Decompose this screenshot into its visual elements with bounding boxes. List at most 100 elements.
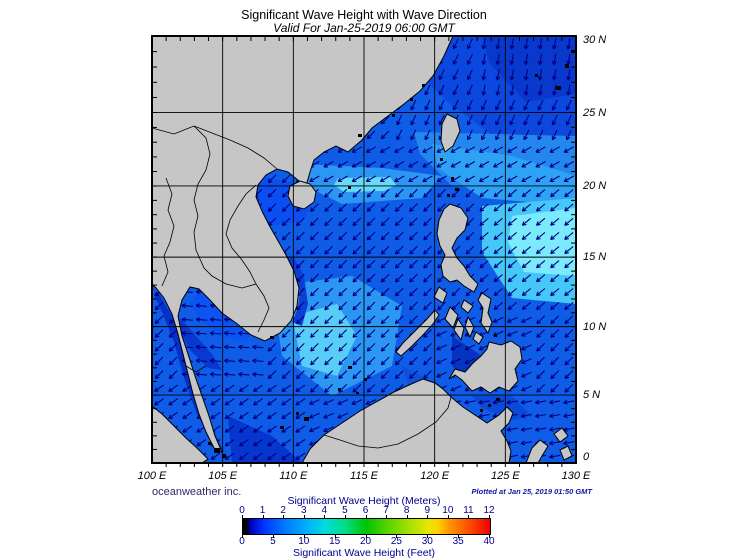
- wave-arrow: [481, 69, 487, 81]
- islet: [358, 134, 362, 137]
- wave-arrow: [380, 203, 390, 212]
- wave-arrow: [309, 175, 320, 183]
- meters-tick-mark: [303, 515, 305, 518]
- wave-arrow: [481, 38, 487, 50]
- meters-tick-mark: [406, 515, 408, 518]
- wave-arrow: [521, 217, 532, 226]
- wave-arrow: [564, 343, 574, 352]
- wave-arrow: [450, 358, 462, 365]
- wave-arrow: [366, 384, 376, 393]
- wave-arrow: [210, 398, 221, 406]
- wave-arrow: [466, 84, 473, 96]
- wave-arrow: [168, 384, 179, 392]
- islet: [494, 334, 497, 337]
- land-bohol: [472, 331, 484, 345]
- land-mindoro: [433, 286, 448, 304]
- wave-arrow: [380, 287, 390, 297]
- wave-arrow: [380, 356, 390, 366]
- islet: [480, 409, 483, 412]
- wave-arrow: [438, 69, 445, 81]
- wave-arrow: [295, 231, 305, 241]
- wave-arrow: [394, 273, 404, 283]
- wave-arrow: [410, 114, 417, 126]
- wave-arrow: [295, 425, 306, 433]
- wave-arrow: [521, 301, 532, 311]
- wave-arrow: [551, 69, 557, 81]
- wave-arrow: [493, 146, 504, 153]
- meters-tick-mark: [427, 515, 429, 518]
- wave-arrow: [424, 99, 431, 111]
- wave-arrow: [195, 303, 207, 309]
- wave-arrow: [409, 259, 418, 269]
- wave-arrow: [409, 315, 418, 325]
- wave-arrow: [309, 426, 320, 433]
- wave-arrow: [535, 189, 546, 198]
- wave-arrow: [535, 301, 546, 311]
- wave-arrow: [181, 317, 193, 323]
- wave-arrow: [379, 161, 391, 168]
- wave-arrow: [338, 356, 348, 366]
- wave-arrow: [550, 203, 560, 212]
- wave-arrow: [338, 273, 348, 283]
- wave-arrow: [535, 203, 546, 212]
- wave-arrow: [535, 274, 546, 283]
- wave-arrow: [564, 384, 574, 393]
- wave-arrow: [521, 146, 532, 153]
- wave-arrow: [550, 329, 560, 338]
- wave-arrow: [337, 175, 348, 183]
- wave-arrow: [223, 344, 236, 350]
- wave-arrow: [565, 129, 572, 141]
- wave-arrow: [310, 356, 319, 366]
- wave-arrow: [464, 161, 476, 168]
- islet: [270, 336, 274, 339]
- wave-arrow: [324, 384, 333, 393]
- meters-tick-label: 0: [239, 505, 245, 516]
- wave-arrow: [394, 231, 404, 241]
- islet: [556, 86, 561, 90]
- wave-arrow: [281, 411, 292, 420]
- wave-arrow: [521, 288, 532, 297]
- wave-arrow: [521, 246, 532, 255]
- wave-arrow: [394, 161, 405, 168]
- meters-tick-mark: [365, 515, 367, 518]
- wave-arrow: [521, 344, 532, 351]
- meters-tick-label: 12: [483, 505, 495, 516]
- wave-arrow: [295, 259, 305, 269]
- wave-arrow: [466, 54, 473, 65]
- meters-tick-label: 1: [259, 505, 266, 516]
- land-mindanao: [448, 340, 523, 394]
- meters-tick-label: 10: [442, 505, 454, 516]
- wave-arrow: [323, 175, 334, 183]
- wave-arrow: [551, 84, 557, 96]
- wave-arrow: [523, 129, 530, 141]
- wave-arrow: [181, 303, 193, 309]
- meters-tick-label: 3: [300, 505, 307, 516]
- wave-arrow: [537, 114, 544, 126]
- wave-arrow: [436, 330, 447, 337]
- meters-tick-mark: [242, 515, 243, 518]
- wave-arrow: [365, 146, 377, 153]
- wave-arrow: [521, 358, 532, 365]
- wave-arrow: [436, 371, 447, 378]
- wave-arrow: [209, 358, 222, 364]
- wave-arrow: [410, 129, 417, 141]
- wave-arrow: [182, 425, 193, 433]
- wave-arrow: [281, 452, 292, 460]
- wave-arrow: [564, 203, 574, 212]
- wave-arrow: [409, 273, 418, 283]
- wave-arrow: [310, 315, 319, 325]
- wave-arrow: [295, 411, 306, 420]
- wave-arrow: [238, 344, 250, 350]
- wave-arrow: [509, 114, 516, 126]
- wave-arrow: [550, 315, 560, 325]
- wave-arrow: [506, 426, 518, 432]
- wave-arrow: [492, 316, 504, 323]
- wave-arrow: [535, 288, 546, 297]
- wave-arrow: [394, 188, 404, 198]
- wave-arrow: [324, 356, 333, 366]
- wave-arrow: [422, 161, 433, 168]
- wave-arrow: [396, 114, 403, 126]
- wave-arrow: [549, 146, 560, 153]
- wave-arrow: [365, 399, 377, 405]
- wave-arrow: [550, 343, 560, 352]
